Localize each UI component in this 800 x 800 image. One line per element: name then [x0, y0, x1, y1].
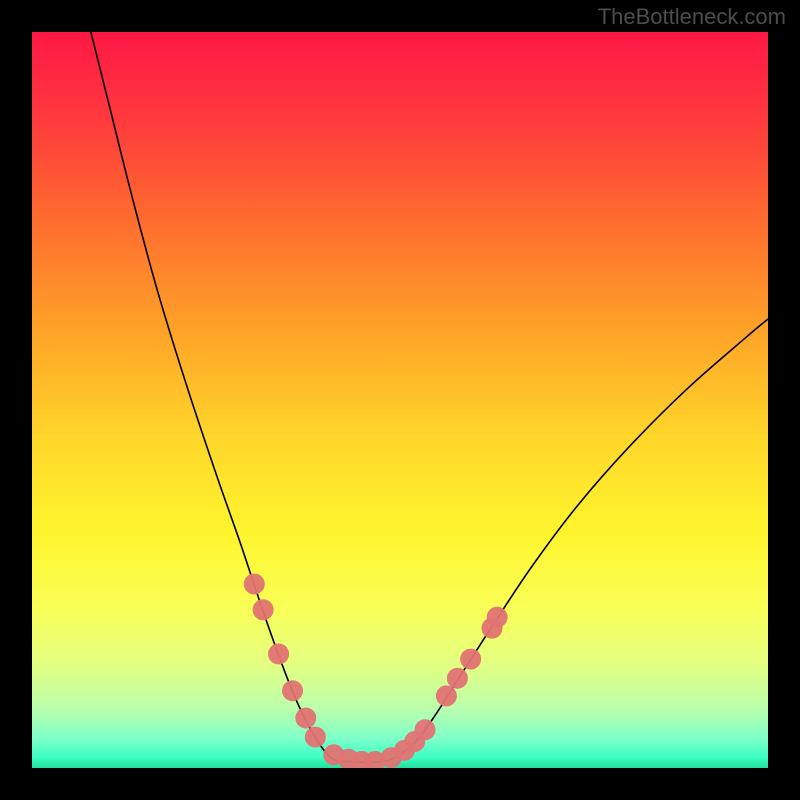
- data-marker: [447, 668, 468, 689]
- chart-root: TheBottleneck.com: [0, 0, 800, 800]
- data-marker: [268, 643, 289, 664]
- watermark-text: TheBottleneck.com: [598, 4, 786, 30]
- data-marker: [295, 707, 316, 728]
- plot-svg: [32, 32, 768, 768]
- plot-area: [32, 32, 768, 768]
- data-marker: [305, 727, 326, 748]
- plot-background: [32, 32, 768, 768]
- data-marker: [244, 574, 265, 595]
- data-marker: [282, 680, 303, 701]
- data-marker: [460, 649, 481, 670]
- data-marker: [487, 607, 508, 628]
- data-marker: [436, 685, 457, 706]
- data-marker: [415, 719, 436, 740]
- data-marker: [253, 599, 274, 620]
